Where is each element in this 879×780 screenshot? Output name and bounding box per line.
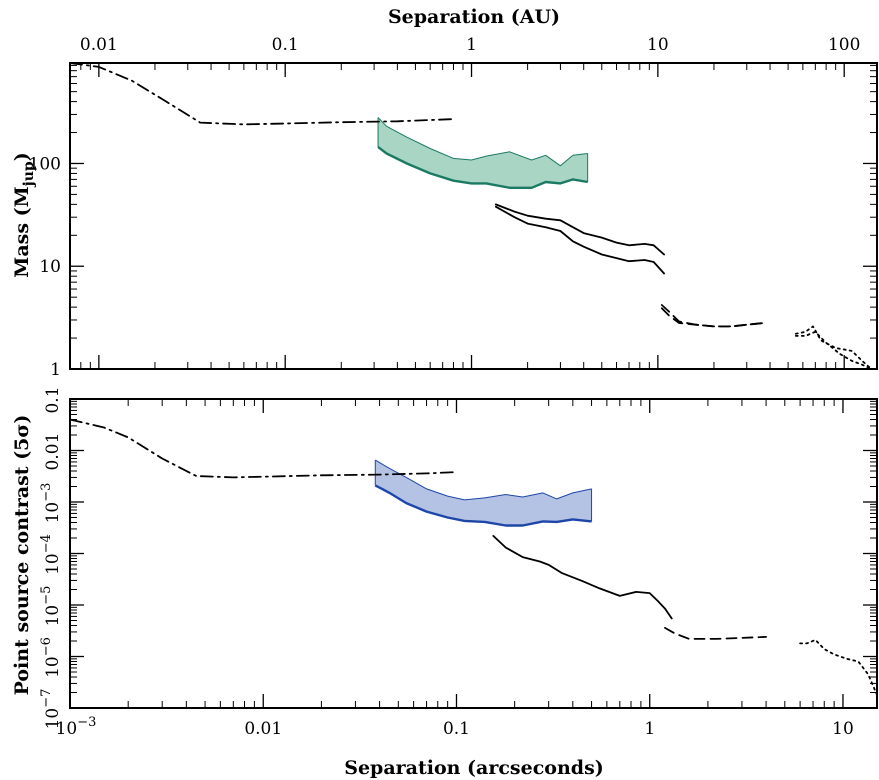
bottom-y-tick-label: 10−7 [39, 689, 63, 730]
mass-frame [69, 62, 878, 370]
top-x-tick-label: 100 [828, 35, 860, 55]
mass-panel: 0.01 0.1 1 10 100 1 10 100 [29, 35, 878, 380]
top-x-tick-label: 10 [647, 35, 669, 55]
bottom-x-tick-label: 10−3 [56, 715, 97, 739]
mass-curve-dashed-3 [660, 304, 765, 328]
bottom-y-tick-label: 0.1 [43, 386, 63, 413]
mass-curve-dotted-6 [794, 330, 873, 370]
bottom-y-tick-label: 10−5 [39, 586, 63, 627]
mass-curve-solid-2 [494, 205, 665, 275]
mass-curve-dashdot-0 [69, 62, 455, 126]
top-y-tick-label: 10 [39, 257, 61, 277]
contrast-curve-dashed-2 [664, 627, 767, 640]
bottom-x-tick-label: 0.1 [443, 719, 470, 739]
top-y-axis-label-close: ) [11, 152, 33, 161]
bottom-x-axis-label: Separation (arcseconds) [344, 757, 604, 779]
mass-curve-dashed-4 [660, 307, 765, 328]
top-x-tick-label: 0.1 [272, 35, 299, 55]
contrast-band-upper-edge [375, 459, 592, 501]
contrast-curve-dashdot-0 [69, 418, 458, 479]
bottom-x-tick-label: 1 [644, 719, 655, 739]
bottom-x-tick-label: 0.01 [244, 719, 282, 739]
top-y-axis-label: Mass (Mjup) [11, 152, 37, 277]
bottom-y-tick-label: 10−3 [39, 483, 63, 524]
mass-band-fill [378, 117, 588, 188]
bottom-y-tick-label: 0.01 [43, 433, 63, 471]
top-x-tick-label: 1 [466, 35, 477, 55]
bottom-y-axis-label-group: Point source contrast (5σ) [11, 415, 33, 696]
bottom-x-tick-label: 10 [832, 719, 854, 739]
contrast-frame [69, 398, 878, 709]
contrast-curve-dotted-3 [799, 639, 878, 696]
top-y-tick-label: 1 [50, 360, 61, 380]
top-x-axis-label: Separation (AU) [388, 6, 560, 28]
contrast-band-fill [375, 460, 592, 526]
top-y-axis-label-main: Mass (M [11, 186, 33, 277]
mass-curve-solid-1 [494, 203, 665, 256]
top-y-tick-label: 100 [29, 154, 61, 174]
mass-band-upper-edge [377, 117, 588, 167]
top-y-axis-label-sub: jup [21, 161, 37, 188]
bottom-y-axis-label: Point source contrast (5σ) [11, 415, 33, 696]
mass-band-lower-edge [377, 145, 588, 190]
contrast-panel: 10−3 0.01 0.1 1 10 10−7 10−6 10−5 10−4 10−3 0.01 0.… [39, 386, 878, 739]
top-x-tick-label: 0.01 [80, 35, 118, 55]
mass-curve-dotted-5 [794, 325, 873, 370]
contrast-band-lower-edge [374, 484, 592, 527]
bottom-y-tick-label: 10−4 [39, 534, 63, 575]
bottom-y-tick-label: 10−6 [39, 637, 63, 678]
top-y-axis-label-group: Mass (Mjup) [11, 152, 37, 277]
contrast-curve-solid-1 [492, 535, 673, 620]
